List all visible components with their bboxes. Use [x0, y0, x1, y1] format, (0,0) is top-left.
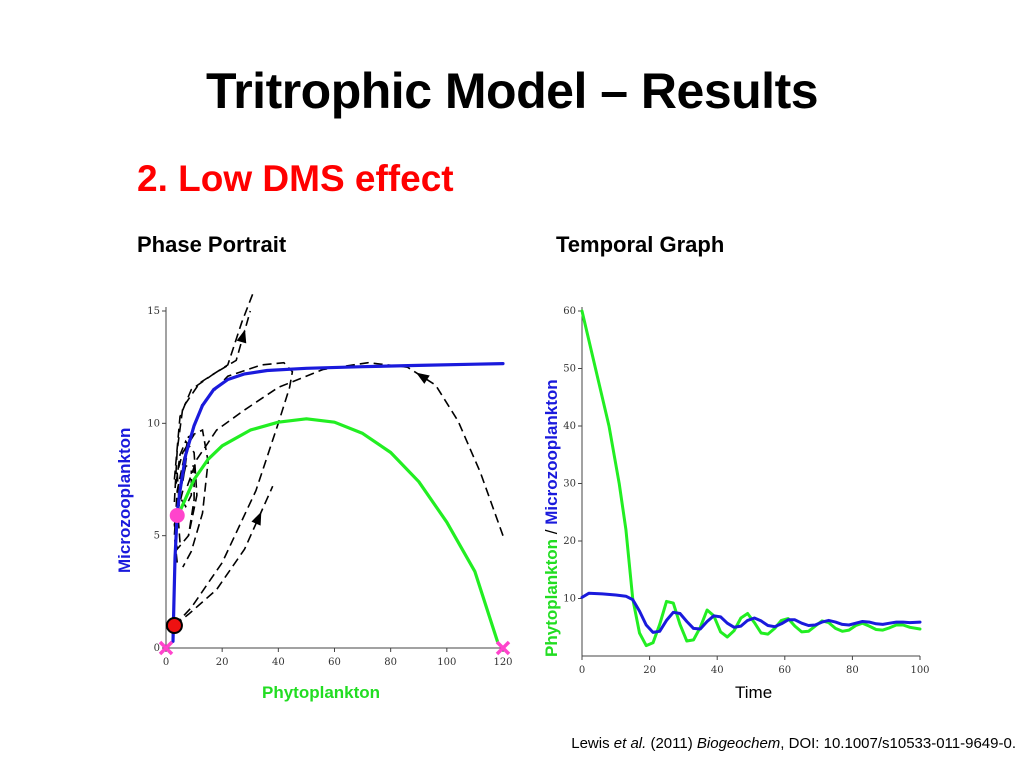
temporal-x-axis-label: Time [735, 683, 773, 702]
temporal-x-tick-label: 100 [910, 665, 929, 676]
citation-journal: Biogeochem [696, 735, 781, 752]
citation-year: (2011) [650, 735, 693, 752]
temporal-x-tick-label: 80 [846, 665, 859, 676]
equilibrium-x-marker [495, 640, 511, 656]
trajectory-curve [173, 361, 294, 627]
temporal-ylabel-phyto: Phytoplankton [542, 538, 561, 657]
temporal-y-tick-label: 10 [563, 594, 576, 605]
temporal-graph-chart: 0 20 40 60 80 100 10 20 30 40 50 60 [563, 306, 929, 676]
temporal-y-tick-label: 20 [563, 536, 576, 547]
phase-x-tick-label: 100 [437, 657, 456, 668]
microzooplankton-nullcline [171, 362, 505, 643]
citation-doi: , DOI: 10.1007/s10533-011-9649-0. [780, 735, 1016, 752]
phase-y-tick-label: 0 [154, 643, 160, 654]
temporal-y-tick-label: 30 [563, 479, 576, 490]
trajectory-curve [173, 292, 254, 503]
phase-y-tick-label: 15 [147, 306, 160, 317]
phase-x-axis-label: Phytoplankton [262, 683, 381, 702]
phytoplankton-line [580, 309, 922, 648]
temporal-y-tick-label: 50 [563, 364, 576, 375]
temporal-x-tick-label: 60 [778, 665, 791, 676]
temporal-ylabel-micro: Microzooplankton [542, 379, 561, 525]
equilibrium-dot-marker [165, 617, 183, 635]
phytoplankton-nullcline [178, 417, 499, 643]
phase-x-tick-label: 40 [272, 657, 285, 668]
phase-y-tick-label: 10 [147, 418, 160, 429]
phase-portrait-chart: 0 20 40 60 80 100 120 0 5 10 15 [147, 292, 513, 668]
trajectory-arrowhead [236, 329, 247, 344]
equilibrium-x-marker [158, 640, 174, 656]
citation-author: Lewis [571, 735, 610, 752]
microzooplankton-line [580, 591, 922, 634]
temporal-y-tick-label: 60 [563, 306, 576, 317]
phase-x-tick-label: 120 [493, 657, 512, 668]
temporal-y-tick-label: 40 [563, 421, 576, 432]
temporal-y-axis-label: Phytoplankton / Microzooplankton [542, 379, 562, 657]
citation-etal: et al. [613, 735, 647, 752]
temporal-x-tick-label: 0 [579, 665, 585, 676]
trajectory-arrowhead [416, 372, 430, 384]
phase-x-tick-label: 60 [328, 657, 341, 668]
phase-x-tick-label: 80 [384, 657, 397, 668]
temporal-ylabel-sep: / [542, 524, 561, 539]
phase-x-tick-label: 0 [163, 657, 169, 668]
temporal-x-tick-label: 20 [643, 665, 656, 676]
phase-x-tick-label: 20 [216, 657, 229, 668]
trajectory-curve [184, 361, 504, 536]
slide-title: Tritrophic Model – Results [205, 63, 819, 119]
phase-portrait-label: Phase Portrait [137, 232, 287, 257]
phase-y-tick-label: 5 [154, 531, 160, 542]
temporal-graph-label: Temporal Graph [556, 232, 725, 257]
citation: Lewis et al. (2011) Biogeochem, DOI: 10.… [571, 735, 1016, 752]
equilibrium-dot-marker [169, 507, 185, 523]
phase-y-axis-label: Microzooplankton [115, 427, 134, 573]
trajectory-curve [173, 485, 274, 627]
trajectory-arrowhead [251, 511, 262, 526]
temporal-x-tick-label: 40 [711, 665, 724, 676]
slide-subtitle: 2. Low DMS effect [137, 158, 454, 199]
